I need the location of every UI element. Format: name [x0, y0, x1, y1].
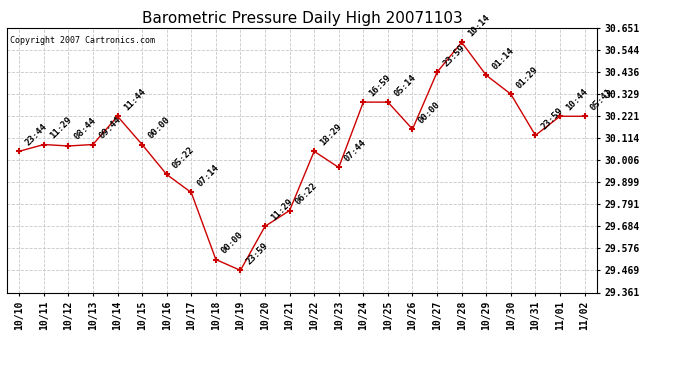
Title: Barometric Pressure Daily High 20071103: Barometric Pressure Daily High 20071103: [141, 10, 462, 26]
Text: 05:22: 05:22: [171, 145, 196, 170]
Text: 07:14: 07:14: [195, 163, 221, 188]
Text: 07:44: 07:44: [343, 138, 368, 164]
Text: 09:44: 09:44: [97, 115, 122, 140]
Text: 10:44: 10:44: [564, 87, 589, 112]
Text: 16:59: 16:59: [368, 73, 393, 98]
Text: 01:29: 01:29: [515, 64, 540, 90]
Text: 11:29: 11:29: [48, 115, 73, 140]
Text: 23:59: 23:59: [244, 241, 270, 266]
Text: Copyright 2007 Cartronics.com: Copyright 2007 Cartronics.com: [10, 36, 155, 45]
Text: 00:00: 00:00: [146, 115, 172, 140]
Text: 00:00: 00:00: [220, 230, 246, 255]
Text: 18:29: 18:29: [318, 122, 344, 147]
Text: 11:29: 11:29: [269, 197, 295, 222]
Text: 10:14: 10:14: [466, 13, 491, 38]
Text: 00:00: 00:00: [417, 100, 442, 125]
Text: 05:41: 05:41: [589, 87, 614, 112]
Text: 01:14: 01:14: [491, 46, 515, 71]
Text: 06:22: 06:22: [294, 181, 319, 206]
Text: 23:59: 23:59: [441, 43, 466, 68]
Text: 08:44: 08:44: [72, 116, 98, 142]
Text: 11:44: 11:44: [121, 87, 147, 112]
Text: 23:44: 23:44: [23, 122, 49, 147]
Text: 23:59: 23:59: [540, 106, 565, 131]
Text: 05:14: 05:14: [392, 73, 417, 98]
